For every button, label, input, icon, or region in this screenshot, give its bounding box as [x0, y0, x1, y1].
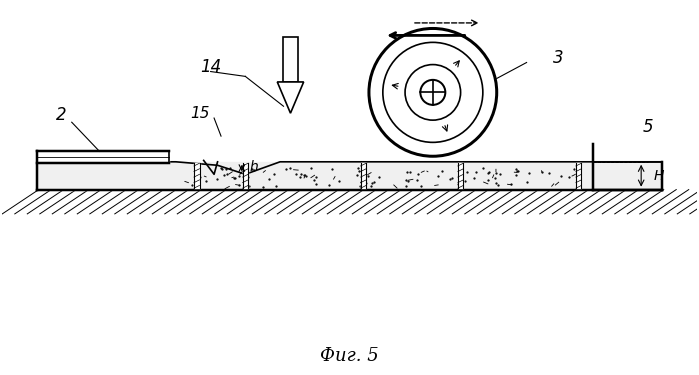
Polygon shape [278, 82, 303, 113]
Circle shape [405, 64, 461, 120]
Circle shape [420, 80, 445, 105]
Text: Фиг. 5: Фиг. 5 [320, 347, 379, 365]
Text: 14: 14 [200, 58, 222, 76]
Text: H: H [654, 169, 664, 183]
Circle shape [383, 42, 483, 142]
Text: 2: 2 [56, 106, 66, 124]
Text: 5: 5 [643, 118, 654, 136]
Text: h: h [250, 160, 258, 174]
Text: 15: 15 [190, 106, 210, 121]
Text: 3: 3 [552, 49, 563, 67]
Polygon shape [283, 37, 298, 82]
Circle shape [369, 28, 497, 156]
